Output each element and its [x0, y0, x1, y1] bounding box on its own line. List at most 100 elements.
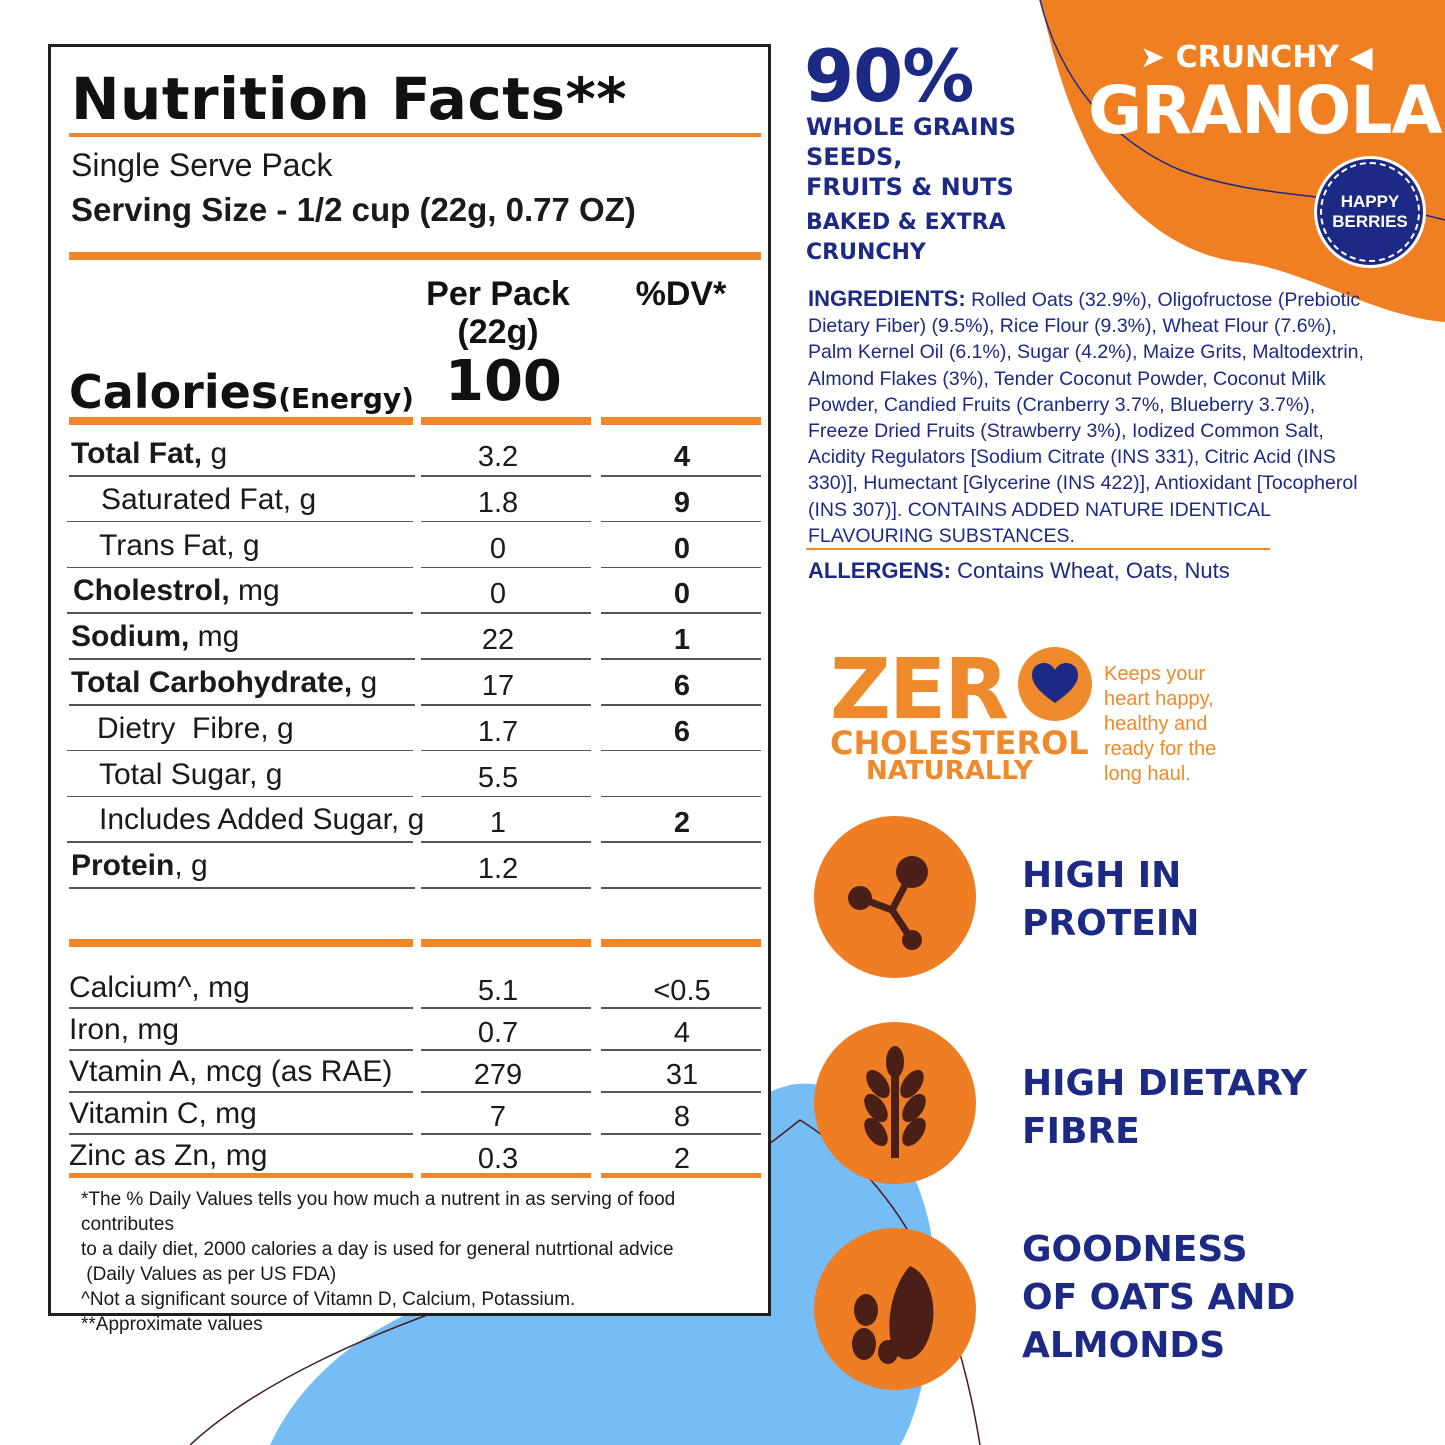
nutrient-row: Total Fat, g 3.2 4: [51, 431, 771, 477]
micronutrient-row: Calcium^, mg 5.1 <0.5: [51, 965, 771, 1011]
row-divider: [69, 1133, 413, 1135]
nutrient-dv: 6: [673, 670, 691, 702]
nutrient-amount: 1.7: [477, 715, 519, 748]
micronutrient-amount: 0.7: [477, 1017, 519, 1049]
ingredients-text: Rolled Oats (32.9%), Oligofructose (Preb…: [808, 289, 1364, 547]
per-pack-line1: Per Pack: [426, 275, 570, 313]
row-divider: [601, 795, 761, 798]
nutrient-amount: 1.8: [477, 486, 519, 519]
feature-line: PROTEIN: [1022, 903, 1200, 944]
row-divider: [67, 520, 413, 523]
nutrient-dv: 4: [673, 441, 691, 473]
per-pack-line2: (22g): [457, 313, 539, 351]
nutrient-amount: 5.5: [477, 761, 519, 794]
divider: [69, 133, 761, 137]
micronutrient-dv: 8: [673, 1101, 691, 1133]
divider-thick: [69, 252, 761, 260]
nutrient-label: Total Carbohydrate, g: [71, 666, 377, 700]
row-divider: [601, 1049, 761, 1051]
feature-line: OF OATS AND: [1022, 1277, 1296, 1318]
nutrient-label-bold: Sodium,: [71, 620, 190, 654]
nuts-icon: [852, 1266, 934, 1364]
nutrient-label: Cholestrol, mg: [73, 574, 280, 608]
feature-line: ALMONDS: [1022, 1325, 1226, 1366]
row-divider: [421, 704, 591, 706]
nutrient-amount: 0: [489, 532, 507, 565]
micronutrient-amount: 0.3: [477, 1143, 519, 1175]
micronutrient-row: Iron, mg 0.7 4: [51, 1007, 771, 1053]
nutrient-label: Dietry Fibre, g: [97, 712, 294, 746]
ingredients-block: INGREDIENTS: Rolled Oats (32.9%), Oligof…: [808, 286, 1368, 549]
row-divider: [601, 1007, 761, 1009]
oats-almonds-badge: [814, 1228, 976, 1390]
badge-ring: [1320, 162, 1420, 262]
row-divider: [421, 795, 591, 798]
micronutrient-amount: 5.1: [477, 975, 519, 1007]
row-divider: [69, 658, 415, 660]
heart-icon: [1032, 663, 1078, 703]
micronutrient-label: Iron, mg: [69, 1013, 180, 1046]
ingredients-heading: INGREDIENTS:: [808, 286, 966, 311]
row-divider: [421, 887, 591, 889]
feature-line: FIBRE: [1022, 1111, 1140, 1152]
claims-block: WHOLE GRAINS SEEDS, FRUITS & NUTS BAKED …: [806, 112, 1016, 268]
nutrient-row: Protein, g 1.2: [51, 843, 771, 889]
micronutrient-label: Vtamin A, mcg (as RAE): [69, 1055, 393, 1088]
nutrient-amount: 3.2: [477, 441, 519, 473]
nutrient-dv: 1: [673, 624, 691, 657]
nutrient-label-unit: g: [352, 666, 378, 699]
nutrition-facts-panel: Nutrition Facts** Single Serve Pack Serv…: [48, 44, 771, 1335]
nutrient-amount: 17: [481, 670, 515, 702]
row-divider: [421, 566, 591, 569]
nutrient-label-unit: mg: [229, 574, 280, 608]
heart-tagline: Keeps your heart happy, healthy and read…: [1104, 662, 1234, 787]
claim-line: CRUNCHY: [806, 240, 926, 265]
divider: [601, 1173, 761, 1178]
row-divider: [601, 749, 761, 752]
nutrient-label: Total Sugar, g: [99, 758, 282, 792]
row-divider: [69, 887, 415, 889]
protein-badge: [814, 816, 976, 978]
row-divider: [421, 749, 591, 752]
per-pack-header: Per Pack (22g): [413, 275, 583, 351]
row-divider: [421, 1049, 591, 1051]
row-divider: [601, 658, 761, 660]
nutrient-row: Dietry Fibre, g 1.7 6: [51, 706, 771, 752]
row-divider: [69, 704, 415, 706]
row-divider: [69, 1091, 413, 1093]
feature-protein: HIGH IN PROTEIN: [1022, 852, 1199, 948]
nutrient-row: Cholestrol, mg 0 0: [51, 568, 771, 614]
footnote: ^Not a significant source of Vitamn D, C…: [81, 1289, 576, 1310]
row-divider: [601, 520, 761, 523]
tagline-line: long haul.: [1104, 763, 1191, 785]
brand-crunchy: ➤ CRUNCHY ◀: [1140, 40, 1373, 75]
row-divider: [601, 475, 761, 477]
micronutrient-label: Zinc as Zn, mg: [69, 1139, 268, 1172]
nutrient-label: Sodium, mg: [71, 620, 239, 654]
allergens-block: ALLERGENS: Contains Wheat, Oats, Nuts: [808, 558, 1230, 584]
nutrient-amount: 0: [489, 578, 507, 611]
nutrition-title: Nutrition Facts**: [71, 65, 628, 133]
row-divider: [421, 475, 591, 477]
micronutrient-dv: 31: [665, 1059, 699, 1091]
nutrient-row: Total Sugar, g 5.5: [51, 752, 771, 798]
claim-line: FRUITS & NUTS: [806, 173, 1014, 201]
serving-size: Serving Size - 1/2 cup (22g, 0.77 OZ): [71, 191, 636, 228]
row-divider: [421, 1091, 591, 1093]
row-divider: [67, 612, 413, 614]
zero-text: ZER: [830, 640, 1009, 738]
nutrient-dv: 0: [673, 532, 691, 565]
divider: [421, 417, 591, 425]
ingredients-underline: [806, 548, 1270, 550]
nutrient-label-unit: g: [202, 437, 228, 470]
micronutrient-label: Calcium^, mg: [69, 971, 250, 1004]
heart-o-circle: [1018, 647, 1092, 721]
nutrient-row: Sodium, mg 22 1: [51, 614, 771, 660]
nutrient-dv: 9: [673, 486, 691, 519]
cholesterol-text: CHOLESTEROL: [830, 724, 1089, 762]
row-divider: [67, 795, 413, 798]
nutrient-row: Includes Added Sugar, g 1 2: [51, 797, 771, 843]
nutrient-dv: 0: [673, 578, 691, 611]
micronutrient-amount: 279: [473, 1059, 523, 1091]
tagline-line: heart happy,: [1104, 688, 1214, 710]
